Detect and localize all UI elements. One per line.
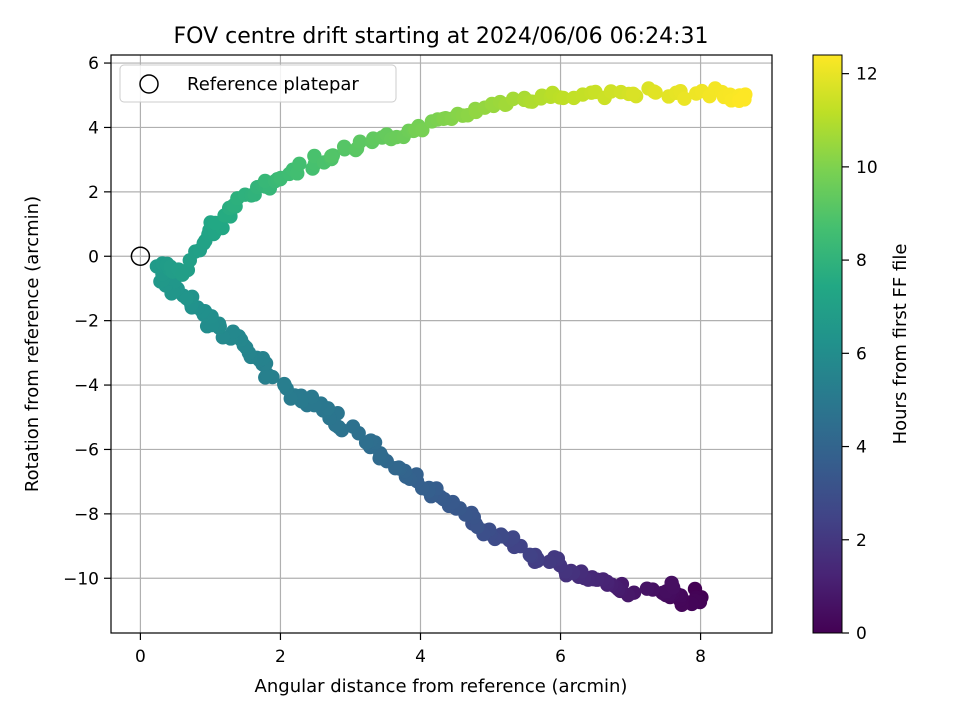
colorbar-tick-label: 6 bbox=[856, 344, 867, 364]
data-point bbox=[556, 90, 571, 106]
data-point bbox=[625, 86, 641, 101]
x-tick-label: 2 bbox=[275, 647, 286, 667]
legend-label: Reference platepar bbox=[187, 74, 359, 95]
x-tick-label: 0 bbox=[135, 647, 146, 667]
y-tick-label: 6 bbox=[88, 54, 99, 74]
data-point bbox=[677, 91, 692, 106]
data-point bbox=[639, 581, 655, 596]
x-tick-label: 6 bbox=[555, 647, 566, 667]
data-point bbox=[734, 91, 750, 107]
data-point bbox=[505, 91, 521, 107]
y-axis-ticks: 6 4 2 0 −2 −4 −6 −8 −10 bbox=[63, 54, 111, 589]
y-tick-label: 0 bbox=[88, 247, 99, 267]
colorbar-ticks: 0 2 4 6 8 10 12 bbox=[842, 65, 878, 644]
data-point bbox=[542, 554, 557, 569]
colorbar-tick-label: 10 bbox=[856, 158, 878, 178]
colorbar-tick-label: 0 bbox=[856, 624, 867, 644]
data-point bbox=[336, 139, 352, 154]
grid-lines bbox=[111, 55, 772, 633]
y-tick-label: −6 bbox=[74, 440, 99, 460]
y-tick-label: −2 bbox=[74, 312, 99, 332]
legend-box bbox=[119, 64, 397, 103]
y-tick-label: −10 bbox=[63, 569, 99, 589]
colorbar-label: Hours from first FF file bbox=[890, 244, 911, 445]
legend-marker-open-circle bbox=[139, 74, 159, 94]
chart-title: FOV centre drift starting at 2024/06/06 … bbox=[174, 24, 709, 49]
colorbar-tick-label: 4 bbox=[856, 438, 867, 458]
y-tick-label: 4 bbox=[88, 118, 99, 138]
data-point bbox=[292, 156, 307, 172]
legend: Reference platepar bbox=[119, 64, 397, 103]
data-point bbox=[522, 547, 538, 563]
y-tick-label: 2 bbox=[88, 183, 99, 203]
y-tick-label: −4 bbox=[74, 376, 99, 396]
reference-point bbox=[130, 246, 151, 267]
colorbar bbox=[812, 54, 843, 634]
data-point bbox=[324, 148, 339, 164]
y-tick-label: −8 bbox=[74, 505, 99, 525]
data-point bbox=[352, 134, 368, 149]
scatter-points bbox=[149, 81, 753, 613]
x-tick-label: 4 bbox=[415, 647, 426, 667]
y-axis-label: Rotation from reference (arcmin) bbox=[22, 196, 43, 492]
colorbar-tick-label: 12 bbox=[856, 65, 878, 85]
x-axis-label: Angular distance from reference (arcmin) bbox=[255, 676, 628, 697]
data-point bbox=[505, 530, 521, 545]
x-axis-ticks: 0 2 4 6 8 bbox=[135, 633, 706, 667]
colorbar-tick-label: 8 bbox=[856, 251, 867, 271]
data-point bbox=[277, 376, 292, 392]
data-point bbox=[648, 85, 663, 100]
data-point bbox=[257, 173, 273, 189]
colorbar-tick-label: 2 bbox=[856, 531, 867, 551]
plot-frame bbox=[110, 54, 773, 634]
data-point bbox=[664, 575, 679, 591]
data-point bbox=[415, 122, 430, 138]
x-tick-label: 8 bbox=[695, 647, 706, 667]
data-point bbox=[179, 291, 194, 306]
data-point bbox=[345, 419, 361, 434]
